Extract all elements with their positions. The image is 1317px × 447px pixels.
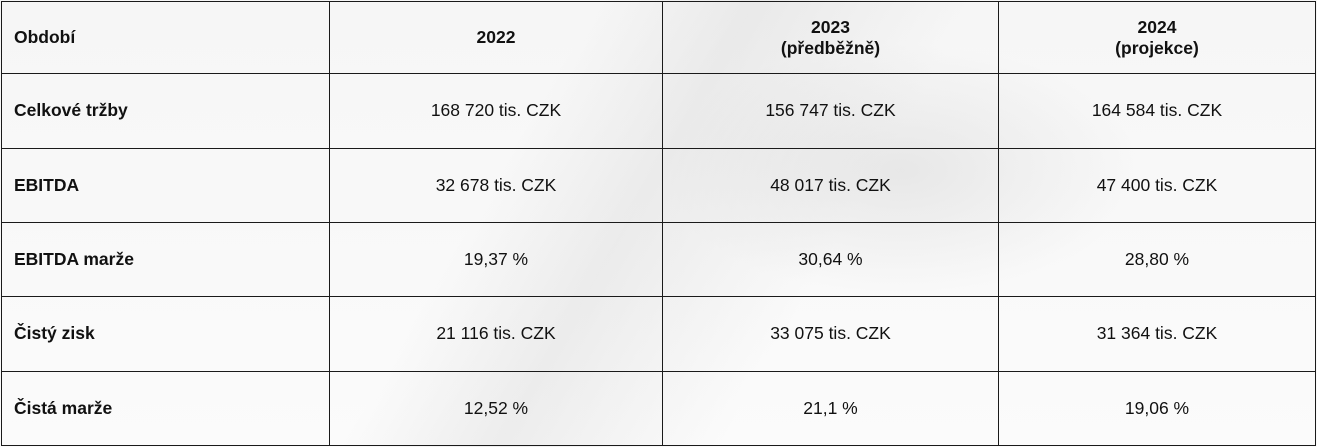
table-cell: 21 116 tis. CZK [329, 296, 663, 372]
table-cell: 48 017 tis. CZK [662, 147, 999, 223]
table-cell: 156 747 tis. CZK [662, 73, 999, 149]
table-header-row: Období 2022 2023 (předběžně) 2024 (proje… [1, 0, 1316, 75]
table-cell: 33 075 tis. CZK [662, 296, 999, 372]
table-cell: 21,1 % [662, 370, 999, 447]
table-cell: 12,52 % [329, 370, 663, 447]
table-cell: 28,80 % [998, 221, 1316, 298]
header-2022-label: 2022 [476, 27, 516, 48]
table-cell: 32 678 tis. CZK [329, 147, 663, 223]
table-cell: 47 400 tis. CZK [998, 147, 1316, 223]
row-label: EBITDA marže [1, 221, 330, 298]
table-row: EBITDA 32 678 tis. CZK 48 017 tis. CZK 4… [1, 147, 1316, 223]
row-label: EBITDA [1, 147, 330, 223]
table-cell: 31 364 tis. CZK [998, 296, 1316, 372]
header-2022: 2022 [329, 0, 663, 75]
header-2023-label: 2023 [811, 16, 850, 37]
table-row: EBITDA marže 19,37 % 30,64 % 28,80 % [1, 221, 1316, 298]
table-row: Celkové tržby 168 720 tis. CZK 156 747 t… [1, 73, 1316, 149]
table-cell: 19,37 % [329, 221, 663, 298]
row-label: Celkové tržby [1, 73, 330, 149]
row-label: Čistá marže [1, 370, 330, 447]
table-cell: 168 720 tis. CZK [329, 73, 663, 149]
table-cell: 19,06 % [998, 370, 1316, 447]
row-label: Čistý zisk [1, 296, 330, 372]
header-period: Období [1, 0, 330, 75]
header-2023-sub: (předběžně) [780, 37, 881, 58]
table-row: Čistý zisk 21 116 tis. CZK 33 075 tis. C… [1, 296, 1316, 372]
header-2023: 2023 (předběžně) [662, 0, 999, 75]
table-cell: 30,64 % [662, 221, 999, 298]
table-row: Čistá marže 12,52 % 21,1 % 19,06 % [1, 370, 1316, 447]
header-2024-label: 2024 [1137, 16, 1177, 37]
table-cell: 164 584 tis. CZK [998, 73, 1316, 149]
header-2024-sub: (projekce) [1115, 37, 1199, 58]
header-period-label: Období [14, 27, 76, 48]
header-2024: 2024 (projekce) [998, 0, 1316, 75]
